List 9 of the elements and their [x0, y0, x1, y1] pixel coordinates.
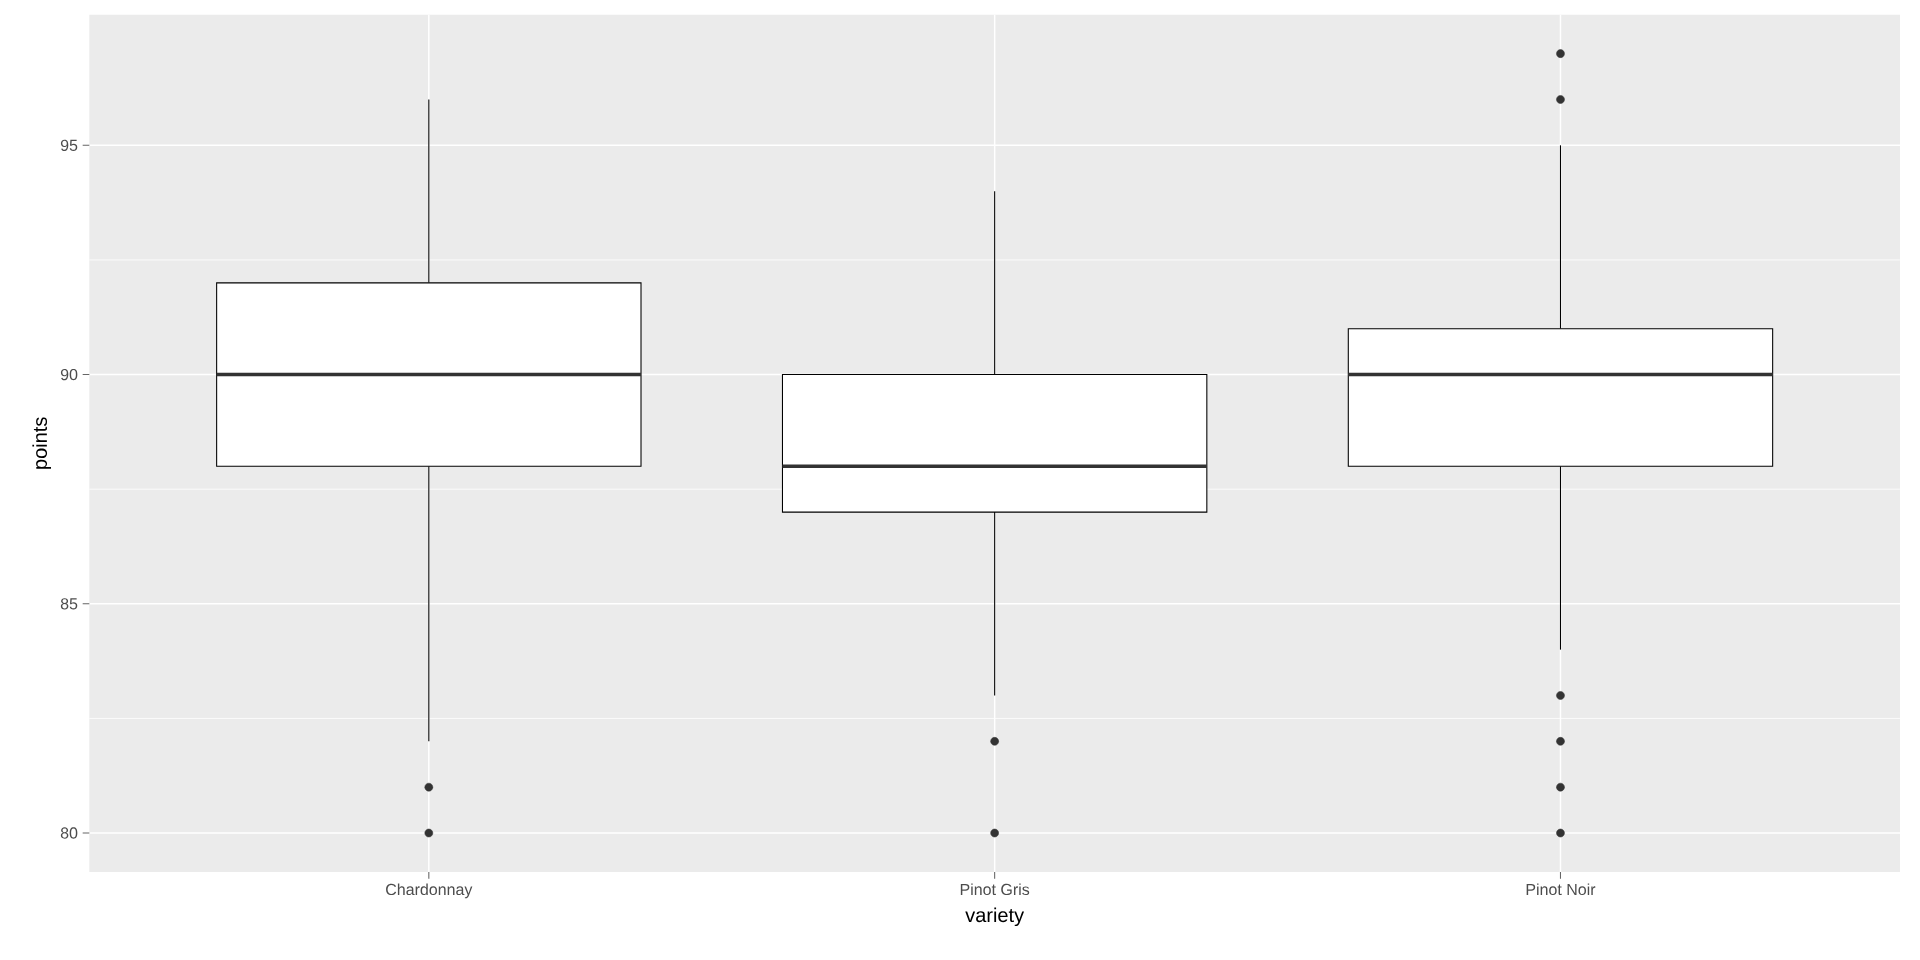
x-tick-label: Pinot Noir: [1526, 883, 1596, 896]
x-tick-label: Pinot Gris: [960, 883, 1030, 896]
y-tick-label: 95: [60, 139, 78, 151]
x-axis-title: variety: [965, 907, 1025, 927]
x-tick-label: Chardonnay: [386, 883, 473, 899]
y-tick-label: 80: [60, 827, 78, 839]
y-axis-title: points: [32, 417, 51, 469]
y-tick-label: 90: [60, 368, 78, 381]
y-tick-label: 85: [60, 598, 78, 610]
